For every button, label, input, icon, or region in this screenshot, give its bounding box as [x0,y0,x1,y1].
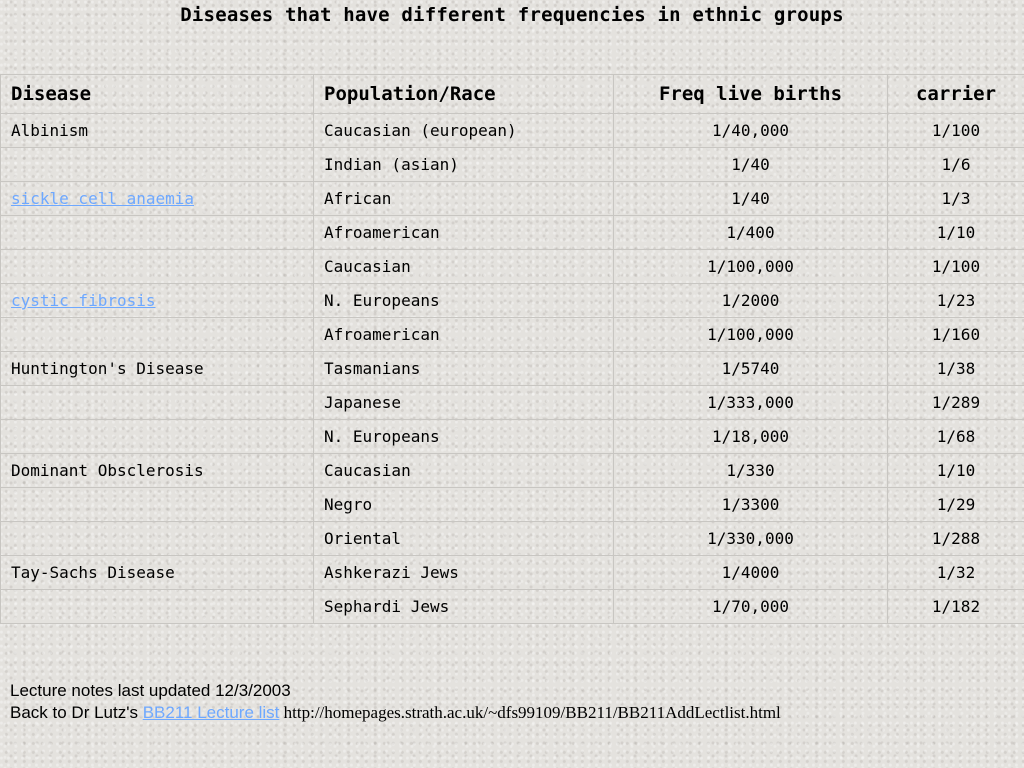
cell-disease [0,487,314,522]
disease-link[interactable]: cystic fibrosis [11,291,156,310]
cell-carrier: 1/32 [887,555,1024,590]
table-row: Dominant Obsclerosis Caucasian 1/330 1/10 [0,453,1024,488]
cell-freq-live-births: 1/3300 [613,487,888,522]
cell-carrier: 1/160 [887,317,1024,352]
header-disease: Disease [0,74,314,114]
cell-population: N. Europeans [313,419,614,454]
cell-disease [0,215,314,250]
cell-population: Caucasian [313,453,614,488]
cell-carrier: 1/289 [887,385,1024,420]
table-row: Tay-Sachs Disease Ashkerazi Jews 1/4000 1/3… [0,555,1024,590]
table-row: Negro 1/3300 1/29 [0,487,1024,522]
table-header-row: Disease Population/Race Freq live births… [0,74,1024,114]
cell-freq-live-births: 1/40 [613,181,888,216]
cell-carrier: 1/182 [887,589,1024,624]
cell-carrier: 1/100 [887,249,1024,284]
lecture-list-link[interactable]: BB211 Lecture list [142,703,280,722]
cell-population: Afroamerican [313,215,614,250]
table-row: Huntington's Disease Tasmanians 1/5740 1/38 [0,351,1024,386]
cell-freq-live-births: 1/40,000 [613,113,888,148]
cell-carrier: 1/10 [887,453,1024,488]
table-row: Indian (asian) 1/40 1/6 [0,147,1024,182]
cell-population: N. Europeans [313,283,614,318]
cell-population: Tasmanians [313,351,614,386]
cell-freq-live-births: 1/400 [613,215,888,250]
cell-carrier: 1/3 [887,181,1024,216]
cell-population: Negro [313,487,614,522]
cell-disease [0,249,314,284]
table-body: Albinism Caucasian (european) 1/40,000 1/10… [0,113,1024,624]
table-row: sickle cell anaemia African 1/40 1/3 [0,181,1024,216]
table-row: Sephardi Jews 1/70,000 1/182 [0,589,1024,624]
cell-population: African [313,181,614,216]
cell-population: Sephardi Jews [313,589,614,624]
header-population: Population/Race [313,74,614,114]
cell-carrier: 1/288 [887,521,1024,556]
cell-disease: cystic fibrosis [0,283,314,318]
table-row: N. Europeans 1/18,000 1/68 [0,419,1024,454]
table-row: Afroamerican 1/100,000 1/160 [0,317,1024,352]
cell-freq-live-births: 1/2000 [613,283,888,318]
cell-carrier: 1/100 [887,113,1024,148]
disease-table: Disease Population/Race Freq live births… [0,74,1024,624]
cell-freq-live-births: 1/4000 [613,555,888,590]
back-line: Back to Dr Lutz's BB211 Lecture list htt… [10,702,781,724]
table-row: Oriental 1/330,000 1/288 [0,521,1024,556]
cell-disease: Dominant Obsclerosis [0,453,314,488]
cell-disease [0,385,314,420]
cell-population: Ashkerazi Jews [313,555,614,590]
cell-population: Japanese [313,385,614,420]
cell-carrier: 1/23 [887,283,1024,318]
cell-population: Caucasian (european) [313,113,614,148]
last-updated-text: Lecture notes last updated 12/3/2003 [10,681,291,700]
table-row: Afroamerican 1/400 1/10 [0,215,1024,250]
cell-disease: sickle cell anaemia [0,181,314,216]
cell-freq-live-births: 1/18,000 [613,419,888,454]
cell-disease [0,521,314,556]
cell-freq-live-births: 1/100,000 [613,317,888,352]
table-row: cystic fibrosis N. Europeans 1/2000 1/23 [0,283,1024,318]
cell-disease: Tay-Sachs Disease [0,555,314,590]
disease-link[interactable]: sickle cell anaemia [11,189,195,208]
cell-freq-live-births: 1/330,000 [613,521,888,556]
cell-freq-live-births: 1/330 [613,453,888,488]
page-title: Diseases that have different frequencies… [180,4,844,26]
table-row: Albinism Caucasian (european) 1/40,000 1/10… [0,113,1024,148]
cell-carrier: 1/10 [887,215,1024,250]
cell-population: Caucasian [313,249,614,284]
cell-population: Afroamerican [313,317,614,352]
cell-freq-live-births: 1/333,000 [613,385,888,420]
footer-notes: Lecture notes last updated 12/3/2003 Bac… [10,680,781,724]
cell-disease [0,147,314,182]
table-row: Caucasian 1/100,000 1/100 [0,249,1024,284]
cell-population: Oriental [313,521,614,556]
cell-freq-live-births: 1/100,000 [613,249,888,284]
cell-carrier: 1/6 [887,147,1024,182]
cell-disease [0,317,314,352]
cell-freq-live-births: 1/40 [613,147,888,182]
cell-carrier: 1/38 [887,351,1024,386]
cell-carrier: 1/68 [887,419,1024,454]
header-carrier: carrier [887,74,1024,114]
header-freq-live-births: Freq live births [613,74,888,114]
cell-carrier: 1/29 [887,487,1024,522]
table-row: Japanese 1/333,000 1/289 [0,385,1024,420]
cell-population: Indian (asian) [313,147,614,182]
cell-freq-live-births: 1/5740 [613,351,888,386]
cell-freq-live-births: 1/70,000 [613,589,888,624]
cell-disease: Albinism [0,113,314,148]
lecture-list-url: http://homepages.strath.ac.uk/~dfs99109/… [279,703,781,722]
cell-disease [0,589,314,624]
cell-disease [0,419,314,454]
cell-disease: Huntington's Disease [0,351,314,386]
back-prefix-text: Back to Dr Lutz's [10,703,143,722]
